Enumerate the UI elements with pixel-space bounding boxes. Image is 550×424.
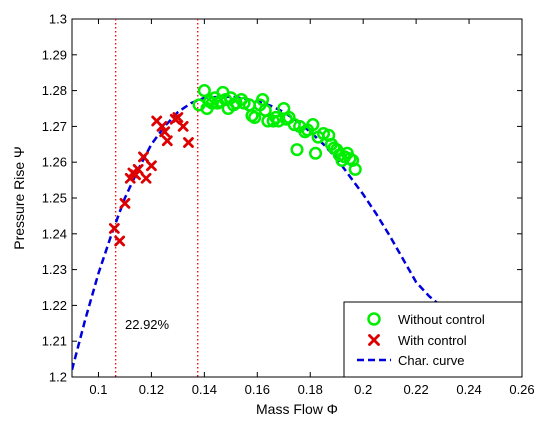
x-tick-label: 0.12 <box>139 382 164 397</box>
without-control-point <box>306 118 320 132</box>
y-tick-label: 1.28 <box>42 83 67 98</box>
x-axis-title: Mass Flow Φ <box>256 401 338 417</box>
with-control-point <box>172 112 184 123</box>
y-tick-label: 1.22 <box>42 298 67 313</box>
x-tick-labels: 0.1 0.12 0.14 0.16 0.18 0.2 0.22 0.24 0.26 <box>89 382 534 397</box>
with-control-point <box>138 151 149 163</box>
points-layer <box>108 84 362 247</box>
y-tick-label: 1.24 <box>42 226 67 241</box>
with-control-point <box>183 137 194 148</box>
with-control-point <box>177 121 189 132</box>
x-tick-label: 0.2 <box>354 382 372 397</box>
x-tick-label: 0.1 <box>89 382 107 397</box>
y-axis-title: Pressure Rise Ψ <box>11 146 27 250</box>
percent-annotation: 22.92% <box>125 317 170 332</box>
legend-marker-with-control <box>368 334 380 346</box>
without-control-point <box>248 110 262 124</box>
with-control-point <box>156 121 168 132</box>
legend-label-with-control: With control <box>398 333 467 348</box>
with-control-point <box>132 163 144 175</box>
legend-label-without-control: Without control <box>398 312 485 327</box>
x-tick-label: 0.24 <box>456 382 481 397</box>
without-control-point <box>290 143 304 157</box>
without-control-points <box>192 84 362 176</box>
y-tick-label: 1.27 <box>42 119 67 134</box>
legend-marker-without-control <box>367 312 381 326</box>
y-tick-labels: 1.2 1.21 1.22 1.23 1.24 1.25 1.26 1.27 1.28 1.29 1… <box>42 12 67 385</box>
x-tick-label: 0.18 <box>298 382 323 397</box>
with-control-points <box>108 112 194 247</box>
x-tick-label: 0.26 <box>509 382 534 397</box>
y-tick-label: 1.23 <box>42 262 67 277</box>
with-control-point <box>146 160 157 172</box>
with-control-point <box>108 223 120 234</box>
with-control-point <box>161 135 173 147</box>
legend-label-char-curve: Char. curve <box>398 353 464 368</box>
x-tick-label: 0.16 <box>245 382 270 397</box>
with-control-point <box>119 197 131 209</box>
with-control-point <box>130 169 141 181</box>
with-control-point <box>140 172 152 184</box>
without-control-point <box>348 162 362 176</box>
x-tick-label: 0.14 <box>192 382 217 397</box>
y-tick-label: 1.29 <box>42 47 67 62</box>
x-tick-label: 0.22 <box>403 382 428 397</box>
without-control-point <box>197 84 211 98</box>
without-control-point <box>308 146 323 160</box>
y-tick-label: 1.26 <box>42 155 67 170</box>
y-tick-label: 1.3 <box>49 12 67 27</box>
y-tick-label: 1.21 <box>42 334 67 349</box>
legend: Without control With control Char. curve <box>343 301 523 378</box>
with-control-point <box>114 235 126 247</box>
y-tick-label: 1.25 <box>42 191 67 206</box>
with-control-point <box>159 126 171 138</box>
y-tick-label: 1.2 <box>49 370 67 385</box>
